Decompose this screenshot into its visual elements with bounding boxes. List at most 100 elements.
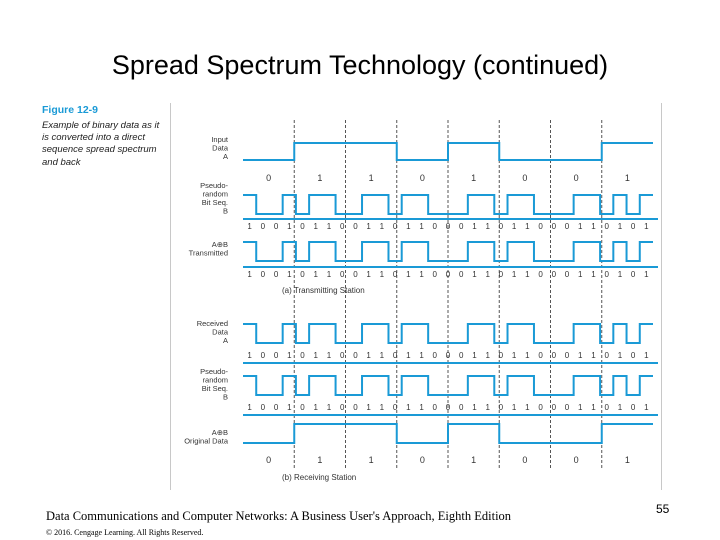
bit-label: 1 xyxy=(380,351,385,360)
bit-label: 0 xyxy=(552,351,557,360)
bit-label: 1 xyxy=(369,173,374,183)
bit-label: 1 xyxy=(618,222,623,231)
row-label: B xyxy=(223,393,228,402)
bit-label: 1 xyxy=(512,270,517,279)
bit-label: 1 xyxy=(512,351,517,360)
bit-label: 0 xyxy=(266,455,271,465)
bit-label: 1 xyxy=(625,173,630,183)
row-label: Input xyxy=(211,135,229,144)
section-label: (b) Receiving Station xyxy=(282,473,356,482)
bit-label: 1 xyxy=(247,270,252,279)
bit-label: 0 xyxy=(552,403,557,412)
bit-label: 1 xyxy=(578,222,583,231)
footer-copyright: © 2016. Cengage Learning. All Rights Res… xyxy=(46,528,204,537)
bit-label: 0 xyxy=(274,270,279,279)
row-label: Data xyxy=(212,144,229,153)
section-label: (a) Transmitting Station xyxy=(282,286,365,295)
bit-label: 1 xyxy=(406,270,411,279)
bit-label: 1 xyxy=(419,222,424,231)
bit-label: 0 xyxy=(340,403,345,412)
bit-label: 1 xyxy=(644,403,649,412)
bit-label: 0 xyxy=(420,455,425,465)
bit-label: 1 xyxy=(406,403,411,412)
bit-label: 0 xyxy=(631,270,636,279)
bit-label: 1 xyxy=(406,222,411,231)
bit-label: 0 xyxy=(446,222,451,231)
bit-label: 1 xyxy=(644,351,649,360)
bit-label: 0 xyxy=(538,222,543,231)
bit-label: 1 xyxy=(287,403,292,412)
bit-label: 1 xyxy=(618,270,623,279)
bit-label: 0 xyxy=(446,403,451,412)
bit-label: 0 xyxy=(522,173,527,183)
bit-label: 0 xyxy=(393,351,398,360)
bit-label: 0 xyxy=(459,403,464,412)
bit-label: 1 xyxy=(471,173,476,183)
bit-label: 1 xyxy=(618,351,623,360)
bit-label: 1 xyxy=(525,403,530,412)
bit-label: 1 xyxy=(314,222,319,231)
row-label: B xyxy=(223,207,228,216)
bit-label: 0 xyxy=(300,351,305,360)
bit-label: 0 xyxy=(393,403,398,412)
bit-label: 1 xyxy=(485,270,490,279)
bit-label: 1 xyxy=(317,173,322,183)
bit-label: 0 xyxy=(433,351,438,360)
bit-label: 0 xyxy=(446,270,451,279)
figure-number: Figure 12-9 xyxy=(42,104,99,116)
bit-label: 0 xyxy=(353,351,358,360)
row-label: A xyxy=(223,152,228,161)
waveform-signal xyxy=(243,241,653,262)
bit-label: 0 xyxy=(499,270,504,279)
bit-label: 1 xyxy=(512,222,517,231)
bit-label: 0 xyxy=(604,270,609,279)
bit-label: 0 xyxy=(261,403,266,412)
bit-label: 1 xyxy=(485,222,490,231)
bit-label: 1 xyxy=(578,403,583,412)
waveform-signal xyxy=(243,323,653,344)
waveform-signal xyxy=(243,423,653,444)
bit-label: 1 xyxy=(314,403,319,412)
bit-label: 1 xyxy=(369,455,374,465)
bit-label: 0 xyxy=(631,222,636,231)
figure-frame xyxy=(170,103,662,490)
bit-label: 0 xyxy=(261,222,266,231)
bit-label: 0 xyxy=(340,351,345,360)
bit-label: 0 xyxy=(604,222,609,231)
bit-label: 0 xyxy=(353,222,358,231)
bit-label: 1 xyxy=(419,351,424,360)
bit-label: 1 xyxy=(366,403,371,412)
bit-label: 0 xyxy=(574,455,579,465)
bit-label: 1 xyxy=(317,455,322,465)
bit-label: 0 xyxy=(300,222,305,231)
bit-label: 1 xyxy=(366,351,371,360)
bit-label: 1 xyxy=(471,455,476,465)
row-label: Pseudo- xyxy=(200,181,228,190)
figure-caption: Example of binary data as it is converte… xyxy=(42,120,160,168)
bit-label: 0 xyxy=(565,222,570,231)
bit-label: 1 xyxy=(247,351,252,360)
bit-label: 0 xyxy=(274,403,279,412)
bit-label: 1 xyxy=(287,270,292,279)
bit-label: 0 xyxy=(420,173,425,183)
bit-label: 0 xyxy=(393,222,398,231)
bit-label: 0 xyxy=(300,270,305,279)
bit-label: 1 xyxy=(406,351,411,360)
row-label: Transmitted xyxy=(189,249,228,258)
bit-label: 0 xyxy=(499,351,504,360)
footer-title: Data Communications and Computer Network… xyxy=(46,509,512,523)
bit-label: 0 xyxy=(499,403,504,412)
bit-label: 1 xyxy=(366,270,371,279)
waveform-signal xyxy=(243,375,653,396)
bit-label: 0 xyxy=(565,270,570,279)
bit-label: 0 xyxy=(552,222,557,231)
bit-label: 1 xyxy=(472,351,477,360)
bit-label: 0 xyxy=(459,270,464,279)
row-label: Original Data xyxy=(184,437,229,446)
bit-label: 1 xyxy=(578,351,583,360)
bit-label: 1 xyxy=(472,222,477,231)
bit-label: 0 xyxy=(266,173,271,183)
row-label: random xyxy=(203,376,228,385)
bit-label: 1 xyxy=(327,222,332,231)
bit-label: 0 xyxy=(538,351,543,360)
